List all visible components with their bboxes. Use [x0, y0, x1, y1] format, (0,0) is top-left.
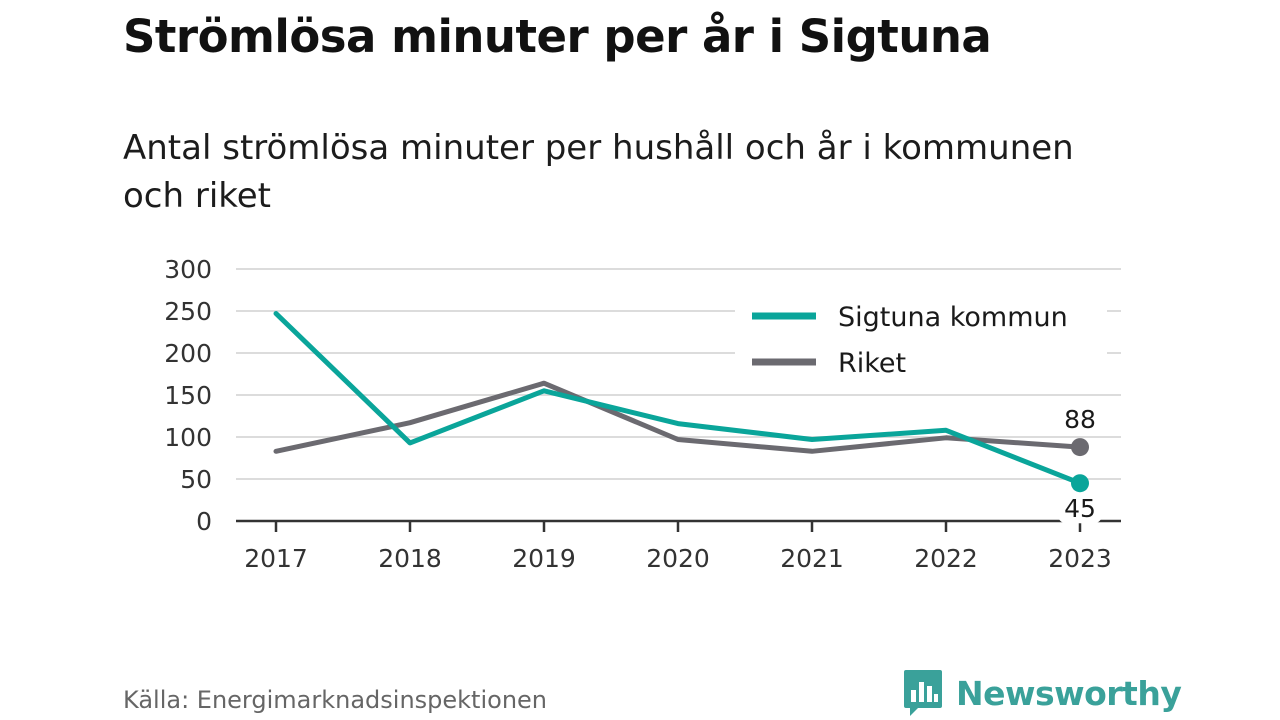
y-tick-label: 100 — [164, 423, 212, 452]
legend-label: Riket — [838, 348, 906, 379]
bar-chart-speech-bubble-icon — [904, 670, 942, 716]
chart-subtitle: Antal strömlösa minuter per hushåll och … — [123, 128, 1074, 216]
x-tick-label: 2017 — [244, 544, 308, 573]
x-axis: 2017 2018 2019 2020 2021 2022 2023 — [236, 519, 1121, 573]
x-tick-label: 2018 — [378, 544, 442, 573]
brand-logo: Newsworthy — [902, 668, 1182, 718]
x-tick-label: 2023 — [1048, 544, 1112, 573]
legend: Sigtuna kommun Riket — [735, 288, 1107, 388]
source-text: Källa: Energimarknadsinspektionen — [123, 686, 548, 714]
end-marker-sigtuna — [1071, 474, 1089, 493]
x-tick-label: 2019 — [512, 544, 576, 573]
y-tick-label: 150 — [164, 381, 212, 410]
end-label-background — [1058, 493, 1102, 524]
y-tick-label: 300 — [164, 255, 212, 284]
end-marker-riket — [1071, 438, 1089, 457]
x-tick-label: 2022 — [914, 544, 978, 573]
series-line-riket — [273, 380, 1083, 454]
chart-title: Strömlösa minuter per år i Sigtuna — [123, 10, 992, 63]
end-markers: 45 88 — [1058, 405, 1102, 524]
y-tick-label: 200 — [164, 339, 212, 368]
series-line-sigtuna — [273, 311, 1083, 486]
y-tick-label: 250 — [164, 297, 212, 326]
x-tick-label: 2021 — [780, 544, 844, 573]
y-tick-label: 50 — [180, 465, 212, 494]
end-label-sigtuna: 45 — [1064, 494, 1096, 523]
y-axis-ticks: 0 50 100 150 200 250 300 — [164, 255, 212, 536]
x-tick-label: 2020 — [646, 544, 710, 573]
end-label-riket: 88 — [1064, 405, 1096, 434]
y-tick-label: 0 — [196, 507, 212, 536]
brand-name: Newsworthy — [956, 673, 1182, 713]
series-lines — [273, 311, 1083, 486]
legend-background — [735, 288, 1107, 388]
legend-label: Sigtuna kommun — [838, 302, 1068, 333]
